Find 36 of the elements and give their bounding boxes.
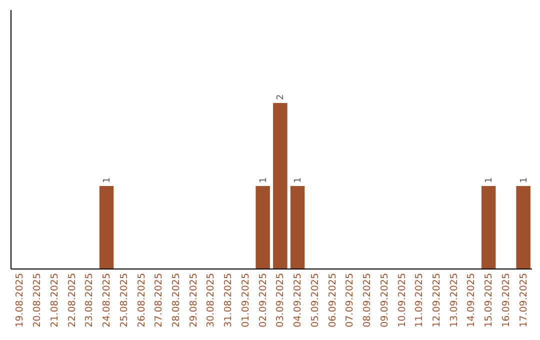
x-tick-label: 08.09.2025 (362, 273, 374, 328)
data-label: 1 (294, 177, 304, 183)
x-tick-label: 31.08.2025 (223, 273, 234, 328)
data-label: 1 (519, 177, 530, 183)
x-tick-label: 17.09.2025 (518, 273, 530, 328)
x-tick-label: 10.09.2025 (396, 273, 408, 328)
x-tick-label: 07.09.2025 (344, 273, 356, 328)
x-tick-label: 09.09.2025 (379, 273, 390, 328)
x-tick-label: 26.08.2025 (136, 273, 148, 328)
x-tick-label: 02.09.2025 (258, 273, 269, 328)
x-tick-label: 30.08.2025 (206, 273, 217, 328)
x-tick-label: 22.08.2025 (66, 273, 78, 328)
x-tick-label: 13.09.2025 (448, 273, 460, 328)
data-label: 1 (258, 177, 269, 183)
x-tick-label: 29.08.2025 (188, 273, 200, 328)
x-tick-label: 12.09.2025 (431, 273, 442, 328)
x-tick-label: 04.09.2025 (292, 273, 304, 328)
x-tick-label: 19.08.2025 (14, 273, 26, 328)
x-tick-label: 05.09.2025 (310, 273, 321, 328)
x-tick-label: 24.08.2025 (102, 273, 113, 328)
x-tick-label: 28.08.2025 (170, 273, 182, 328)
x-tick-label: 11.09.2025 (414, 273, 426, 328)
x-tick-label: 16.09.2025 (500, 273, 512, 328)
x-tick-label: 27.08.2025 (154, 273, 165, 328)
data-label: 1 (484, 177, 495, 183)
x-tick-label: 03.09.2025 (275, 273, 286, 328)
x-tick-label: 20.08.2025 (32, 273, 44, 328)
data-label: 1 (102, 177, 113, 183)
x-tick-label: 14.09.2025 (466, 273, 478, 328)
x-tick-label: 01.09.2025 (240, 273, 252, 328)
data-label: 2 (276, 94, 286, 100)
x-tick-label: 25.08.2025 (118, 273, 130, 328)
x-tick-label: 06.09.2025 (327, 273, 338, 328)
x-tick-label: 21.08.2025 (49, 273, 60, 328)
x-tick-label: 23.08.2025 (84, 273, 96, 328)
x-tick-label: 15.09.2025 (484, 273, 495, 328)
